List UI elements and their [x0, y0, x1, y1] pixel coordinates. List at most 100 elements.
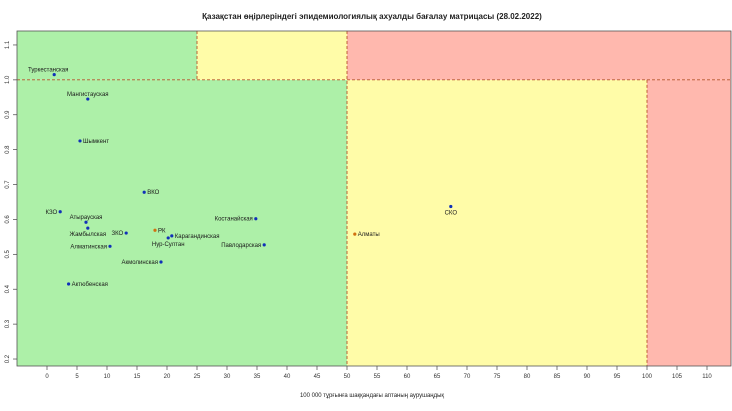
x-tick-label: 70: [464, 374, 471, 380]
point-label: Нур-Султан: [152, 242, 185, 248]
point-label: КЗО: [46, 210, 58, 216]
threshold-lines-layer: [17, 31, 731, 366]
point-label: Мангистауская: [67, 92, 108, 98]
x-tick-label: 0: [45, 374, 49, 380]
data-point: Алматинская: [70, 244, 112, 250]
data-point: ЗКО: [111, 231, 128, 237]
data-point: Нур-Султан: [152, 236, 185, 248]
point-label: Алматинская: [70, 244, 107, 250]
data-point: Шымкент: [78, 139, 109, 145]
zone-3: [347, 79, 647, 367]
y-tick-label: 0.2: [5, 354, 11, 363]
point-marker: [67, 282, 71, 286]
y-axis: 0.2 0.3 0.4 0.5 0.6 0.7 0.8 0.9 1.0 1.1: [5, 40, 17, 363]
data-point: Костанайская: [215, 216, 258, 223]
point-marker: [254, 217, 258, 221]
point-marker: [353, 232, 357, 236]
x-tick-label: 75: [494, 374, 501, 380]
point-marker: [84, 220, 88, 224]
x-tick-label: 95: [614, 374, 621, 380]
point-label: СКО: [445, 211, 458, 217]
point-marker: [449, 204, 453, 209]
x-tick-label: 45: [314, 374, 321, 380]
point-marker: [159, 260, 163, 264]
y-tick-label: 1.0: [5, 75, 11, 84]
data-point: Карагандинская: [170, 234, 220, 240]
x-tick-label: 30: [224, 374, 231, 380]
data-point: КЗО: [46, 210, 62, 216]
x-axis-label: 100 000 тұрғынға шаққандағы аптаның ауру…: [300, 393, 444, 399]
data-point: Атырауская: [70, 215, 103, 224]
y-tick-label: 0.4: [5, 284, 11, 293]
y-tick-label: 0.8: [5, 145, 11, 154]
point-marker: [142, 190, 146, 194]
x-axis: 0 5 10 15 20 25 30 35 40 45 50 55 60 65 70 75 80 85 90 95 10…: [45, 366, 712, 380]
plot-frame: [16, 30, 732, 367]
y-tick-label: 0.5: [5, 250, 11, 259]
zones-layer: [17, 31, 731, 367]
point-label: Павлодарская: [221, 243, 261, 249]
x-tick-label: 55: [374, 374, 381, 380]
x-tick-label: 50: [344, 374, 351, 380]
point-label: Алматы: [358, 232, 380, 238]
point-marker: [86, 97, 90, 101]
point-label: Туркестанская: [28, 68, 68, 74]
y-tick-label: 0.3: [5, 319, 11, 328]
x-tick-label: 65: [434, 374, 441, 380]
point-label: Карагандинская: [175, 234, 220, 240]
data-point: СКО: [445, 204, 458, 217]
data-point: Жамбылская: [69, 226, 106, 238]
x-tick-label: 110: [702, 374, 712, 380]
point-label: РК: [158, 228, 166, 234]
zone-0: [17, 79, 347, 367]
x-tick-label: 15: [134, 374, 141, 380]
point-label: Костанайская: [215, 216, 253, 223]
x-tick-label: 90: [584, 374, 591, 380]
y-tick-label: 0.6: [5, 215, 11, 224]
chart-title: Қазақстан өңірлеріндегі эпидемиологиялық…: [202, 12, 542, 21]
point-marker: [124, 231, 128, 235]
x-tick-label: 85: [554, 374, 561, 380]
data-point: ВКО: [142, 190, 160, 196]
x-tick-label: 5: [75, 374, 79, 380]
point-marker: [166, 236, 170, 240]
x-tick-label: 80: [524, 374, 531, 380]
y-tick-label: 0.9: [5, 110, 11, 119]
data-point: Мангистауская: [67, 92, 109, 101]
point-marker: [58, 210, 62, 214]
point-label: ЗКО: [111, 231, 123, 237]
x-tick-label: 25: [194, 374, 201, 380]
point-label: Актюбенская: [72, 282, 108, 288]
data-point: Туркестанская: [28, 68, 68, 77]
point-label: Шымкент: [83, 139, 109, 145]
data-point: Акмолинская: [122, 260, 163, 266]
x-tick-label: 60: [404, 374, 411, 380]
x-tick-label: 35: [254, 374, 261, 380]
zone-4: [347, 31, 731, 80]
zone-2: [197, 31, 347, 80]
point-marker: [262, 243, 266, 247]
data-point: РК: [153, 228, 166, 234]
point-marker: [86, 226, 90, 230]
point-marker: [153, 228, 157, 232]
point-marker: [170, 234, 174, 238]
x-tick-label: 10: [104, 374, 111, 380]
points-layer: Туркестанская Мангистауская Шымкент ВКО КЗО А…: [28, 68, 457, 288]
y-tick-label: 1.1: [5, 40, 11, 49]
point-label: Атырауская: [70, 215, 103, 221]
point-marker: [52, 73, 56, 77]
data-point: Павлодарская: [221, 243, 266, 249]
x-tick-label: 100: [642, 374, 653, 380]
x-tick-label: 105: [672, 374, 683, 380]
x-tick-label: 40: [284, 374, 291, 380]
point-label: ВКО: [147, 190, 159, 196]
point-label: Акмолинская: [122, 260, 158, 266]
zone-1: [17, 31, 197, 80]
point-marker: [78, 139, 82, 143]
data-point: Актюбенская: [67, 282, 108, 288]
x-tick-label: 20: [164, 374, 171, 380]
point-label: Жамбылская: [69, 232, 106, 238]
data-point: Алматы: [353, 232, 380, 238]
point-marker: [108, 244, 112, 248]
